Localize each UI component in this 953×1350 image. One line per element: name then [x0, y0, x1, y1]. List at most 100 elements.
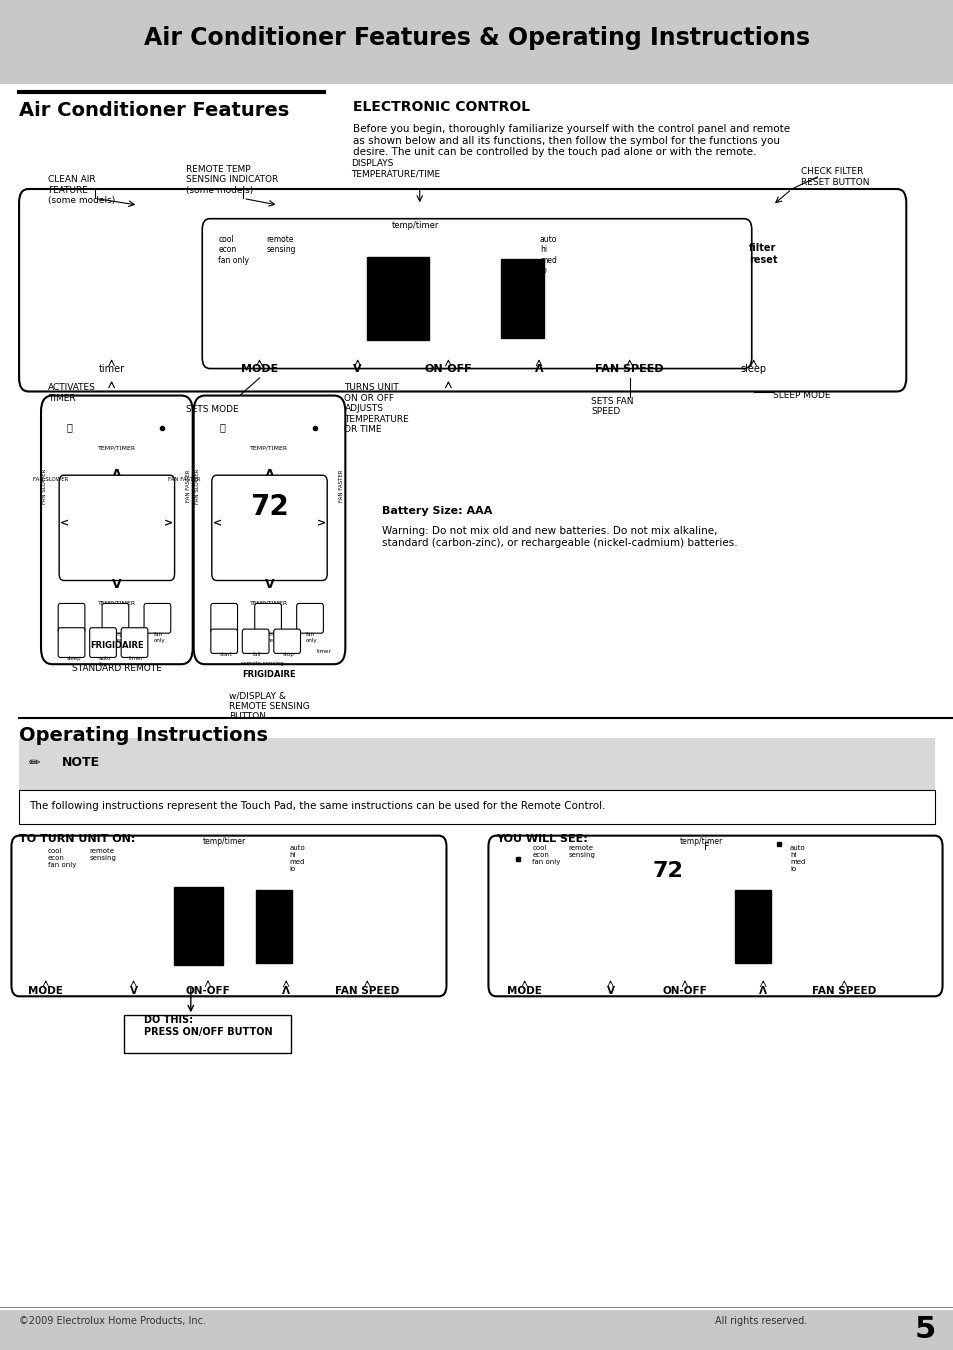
Text: start: start	[219, 652, 233, 657]
Text: fan
only: fan only	[306, 632, 317, 643]
Text: ACTIVATES
TIMER: ACTIVATES TIMER	[48, 383, 95, 402]
Text: FAN SLOWER: FAN SLOWER	[194, 468, 200, 504]
Text: SLEEP MODE: SLEEP MODE	[772, 392, 829, 401]
Text: Air Conditioner Features: Air Conditioner Features	[19, 101, 289, 120]
FancyBboxPatch shape	[173, 887, 223, 965]
Text: DISPLAYS
TEMPERATURE/TIME: DISPLAYS TEMPERATURE/TIME	[351, 159, 440, 178]
Text: remote
sensing: remote sensing	[90, 848, 116, 861]
Text: 72: 72	[250, 493, 289, 521]
Text: w/DISPLAY &
REMOTE SENSING
BUTTON: w/DISPLAY & REMOTE SENSING BUTTON	[229, 691, 310, 721]
Text: energy
saver: energy saver	[260, 632, 279, 643]
FancyBboxPatch shape	[0, 1310, 953, 1350]
Text: DO THIS:
PRESS ON/OFF BUTTON: DO THIS: PRESS ON/OFF BUTTON	[144, 1015, 272, 1037]
Text: V: V	[112, 578, 122, 591]
FancyBboxPatch shape	[59, 475, 174, 580]
Text: TEMP/TIMER: TEMP/TIMER	[251, 601, 288, 606]
Text: Warning: Do not mix old and new batteries. Do not mix alkaline,
standard (carbon: Warning: Do not mix old and new batterie…	[381, 526, 737, 548]
Text: fan
only: fan only	[153, 632, 165, 643]
Text: FAN FASTER: FAN FASTER	[186, 470, 192, 502]
FancyBboxPatch shape	[193, 396, 345, 664]
Text: energy
saver: energy saver	[108, 632, 127, 643]
Text: TO TURN UNIT ON:: TO TURN UNIT ON:	[19, 834, 135, 844]
Text: F: F	[703, 842, 709, 852]
Text: auto
hi
med
lo: auto hi med lo	[789, 845, 805, 872]
Text: Λ: Λ	[282, 986, 290, 995]
Text: ✏: ✏	[29, 756, 40, 770]
Text: filter
reset: filter reset	[748, 243, 777, 265]
Text: MODE: MODE	[507, 986, 541, 995]
Text: 72: 72	[652, 861, 682, 882]
Text: FAN SLOWER: FAN SLOWER	[42, 468, 48, 504]
Text: Battery Size: AAA: Battery Size: AAA	[381, 506, 492, 516]
FancyBboxPatch shape	[202, 219, 751, 369]
Text: Λ: Λ	[112, 468, 122, 482]
FancyBboxPatch shape	[211, 629, 237, 653]
Text: FAN SPEED: FAN SPEED	[811, 986, 876, 995]
Text: FAN SPEED: FAN SPEED	[595, 364, 663, 374]
Text: YOU WILL SEE:: YOU WILL SEE:	[496, 834, 587, 844]
FancyBboxPatch shape	[488, 836, 942, 996]
Text: NOTE: NOTE	[62, 756, 100, 770]
Text: TEMP/TIMER: TEMP/TIMER	[98, 601, 135, 606]
Text: remote sensing: remote sensing	[241, 662, 283, 667]
Text: Λ: Λ	[264, 468, 274, 482]
FancyBboxPatch shape	[367, 256, 429, 340]
Text: Λ: Λ	[534, 364, 543, 374]
Text: <: <	[213, 518, 222, 529]
FancyBboxPatch shape	[254, 603, 281, 633]
Text: temp/timer: temp/timer	[679, 837, 722, 846]
FancyBboxPatch shape	[500, 259, 543, 338]
Text: Operating Instructions: Operating Instructions	[19, 726, 268, 745]
Text: >: >	[316, 518, 326, 529]
Text: <: <	[60, 518, 70, 529]
Text: All rights reserved.: All rights reserved.	[715, 1316, 807, 1326]
FancyBboxPatch shape	[734, 890, 770, 963]
Text: sleep: sleep	[740, 364, 766, 374]
FancyBboxPatch shape	[121, 628, 148, 657]
Text: SETS FAN
SPEED: SETS FAN SPEED	[591, 397, 634, 416]
Text: auto
fan: auto fan	[98, 656, 112, 667]
Text: timer: timer	[129, 656, 144, 662]
Text: SETS MODE: SETS MODE	[186, 405, 238, 414]
Text: CLEAN AIR
FEATURE
(some models): CLEAN AIR FEATURE (some models)	[48, 176, 114, 205]
FancyBboxPatch shape	[19, 790, 934, 824]
Text: timer: timer	[316, 649, 332, 655]
FancyBboxPatch shape	[124, 1015, 291, 1053]
FancyBboxPatch shape	[242, 629, 269, 653]
Text: cool: cool	[68, 632, 79, 637]
Text: TEMP/TIMER: TEMP/TIMER	[251, 446, 288, 451]
FancyBboxPatch shape	[144, 603, 171, 633]
Text: ©2009 Electrolux Home Products, Inc.: ©2009 Electrolux Home Products, Inc.	[19, 1316, 206, 1326]
Text: 5: 5	[914, 1315, 935, 1345]
Text: remote
sensing: remote sensing	[568, 845, 595, 859]
Text: temp/timer: temp/timer	[202, 837, 246, 846]
Text: ⓘ: ⓘ	[67, 423, 72, 432]
Text: cool
econ
fan only: cool econ fan only	[48, 848, 76, 868]
Text: ELECTRONIC CONTROL: ELECTRONIC CONTROL	[353, 100, 530, 113]
Text: remote
sensing: remote sensing	[267, 235, 295, 254]
Text: FAN FASTER: FAN FASTER	[168, 477, 200, 482]
Text: auto
hi
med
lo: auto hi med lo	[290, 845, 305, 872]
FancyBboxPatch shape	[0, 0, 953, 84]
FancyBboxPatch shape	[19, 189, 905, 392]
Text: TEMP/TIMER: TEMP/TIMER	[98, 446, 135, 451]
Text: V: V	[353, 364, 362, 374]
Text: temp/timer: temp/timer	[391, 221, 438, 231]
FancyBboxPatch shape	[41, 396, 193, 664]
Text: ON-OFF: ON-OFF	[424, 364, 472, 374]
Text: stop: stop	[283, 652, 294, 657]
Text: TURNS UNIT
ON OR OFF
ADJUSTS
TEMPERATURE
OR TIME: TURNS UNIT ON OR OFF ADJUSTS TEMPERATURE…	[344, 383, 409, 433]
Text: >: >	[164, 518, 173, 529]
FancyBboxPatch shape	[212, 475, 327, 580]
Text: Air Conditioner Features & Operating Instructions: Air Conditioner Features & Operating Ins…	[144, 26, 809, 50]
FancyBboxPatch shape	[211, 603, 237, 633]
Text: The following instructions represent the Touch Pad, the same instructions can be: The following instructions represent the…	[29, 801, 604, 811]
Text: MODE: MODE	[29, 986, 63, 995]
Text: ON-OFF: ON-OFF	[662, 986, 706, 995]
Text: FRIGIDAIRE: FRIGIDAIRE	[90, 641, 144, 651]
FancyBboxPatch shape	[296, 603, 323, 633]
Text: FRIGIDAIRE: FRIGIDAIRE	[242, 670, 296, 679]
Text: cool
econ
fan only: cool econ fan only	[218, 235, 249, 265]
Text: Λ: Λ	[759, 986, 766, 995]
Text: timer: timer	[98, 364, 125, 374]
